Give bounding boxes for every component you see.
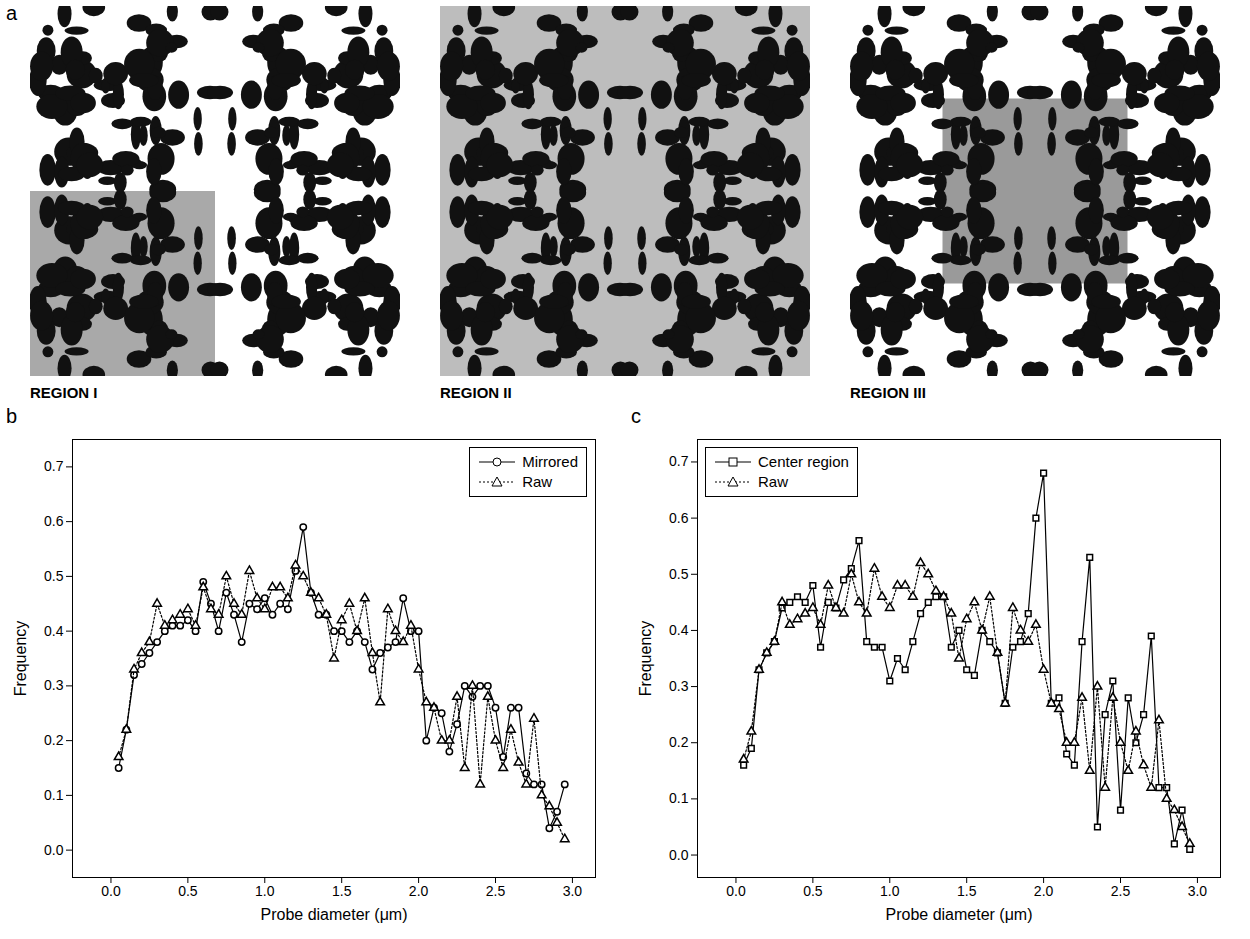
- html-text:Center region: Center region: [758, 453, 849, 470]
- svg-text:0.3: 0.3: [669, 678, 689, 694]
- html-text:a: a: [6, 2, 18, 24]
- svg-text:0.0: 0.0: [101, 883, 121, 899]
- svg-text:2.5: 2.5: [1111, 883, 1131, 899]
- html-text:Raw: Raw: [758, 473, 788, 490]
- svg-text:0.0: 0.0: [726, 883, 746, 899]
- svg-text:0.5: 0.5: [44, 568, 64, 584]
- svg-text:0.0: 0.0: [44, 842, 64, 858]
- html-text:REGION II: REGION II: [440, 384, 512, 401]
- html-text:Mirrored: Mirrored: [522, 453, 578, 470]
- svg-text:0.6: 0.6: [44, 513, 64, 529]
- svg-text:2.5: 2.5: [486, 883, 506, 899]
- svg-text:2.0: 2.0: [1034, 883, 1054, 899]
- svg-text:0.5: 0.5: [803, 883, 823, 899]
- svg-text:0.5: 0.5: [178, 883, 198, 899]
- svg-text:Frequency: Frequency: [12, 621, 29, 697]
- svg-text:1.5: 1.5: [957, 883, 977, 899]
- svg-text:0.4: 0.4: [669, 622, 689, 638]
- svg-text:0.7: 0.7: [669, 453, 689, 469]
- svg-text:1.0: 1.0: [880, 883, 900, 899]
- svg-text:Frequency: Frequency: [637, 621, 654, 697]
- html-text:REGION I: REGION I: [30, 384, 98, 401]
- html-text:REGION III: REGION III: [850, 384, 926, 401]
- svg-text:3.0: 3.0: [563, 883, 583, 899]
- svg-text:2.0: 2.0: [409, 883, 429, 899]
- svg-text:1.5: 1.5: [332, 883, 352, 899]
- svg-text:0.0: 0.0: [669, 847, 689, 863]
- svg-text:Probe diameter (μm): Probe diameter (μm): [260, 906, 407, 923]
- svg-text:0.6: 0.6: [669, 510, 689, 526]
- svg-text:0.2: 0.2: [669, 734, 689, 750]
- svg-text:0.3: 0.3: [44, 677, 64, 693]
- svg-text:0.5: 0.5: [669, 566, 689, 582]
- html-text:Raw: Raw: [522, 473, 553, 490]
- svg-text:0.1: 0.1: [44, 787, 64, 803]
- svg-text:0.2: 0.2: [44, 732, 64, 748]
- svg-text:Probe diameter (μm): Probe diameter (μm): [885, 906, 1032, 923]
- svg-text:3.0: 3.0: [1188, 883, 1208, 899]
- svg-text:0.4: 0.4: [44, 623, 64, 639]
- svg-text:1.0: 1.0: [255, 883, 275, 899]
- html-text:c: c: [631, 405, 641, 427]
- html-text:b: b: [6, 405, 18, 427]
- svg-text:0.1: 0.1: [669, 790, 689, 806]
- svg-text:0.7: 0.7: [44, 458, 64, 474]
